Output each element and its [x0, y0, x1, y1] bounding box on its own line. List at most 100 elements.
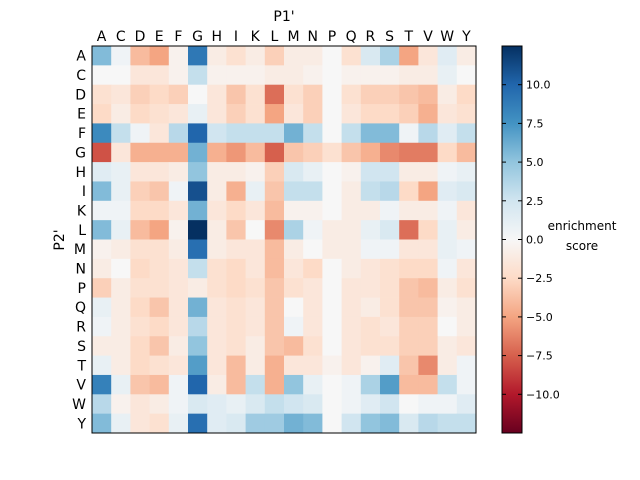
heatmap-cell-P-Q	[341, 278, 362, 298]
heatmap-cell-I-R	[360, 181, 381, 202]
colorbar-tick-label: 7.5	[526, 117, 544, 130]
heatmap-cell-K-P	[322, 200, 342, 221]
heatmap-cell-H-K	[245, 162, 266, 182]
x-tick-label: Q	[346, 29, 357, 45]
heatmap-cell-G-E	[149, 142, 170, 163]
heatmap-cell-F-T	[399, 123, 419, 144]
heatmap-cell-Q-H	[207, 297, 227, 318]
heatmap-cell-D-H	[207, 84, 227, 105]
heatmap-cell-V-K	[245, 374, 266, 395]
heatmap-cell-L-R	[360, 220, 381, 240]
heatmap-cell-F-S	[380, 123, 400, 144]
heatmap-cell-I-D	[130, 181, 150, 202]
heatmap-cell-L-H	[207, 220, 227, 240]
heatmap-cell-Q-R	[360, 297, 381, 318]
heatmap-cell-S-D	[130, 336, 150, 356]
heatmap-cell-A-A	[92, 46, 112, 66]
x-tick-label: T	[404, 29, 414, 45]
x-tick-label: H	[212, 29, 223, 45]
heatmap-cell-T-D	[130, 355, 150, 376]
heatmap-cell-F-V	[418, 123, 438, 144]
heatmap-cell-F-D	[130, 123, 150, 144]
heatmap-cell-G-L	[264, 142, 285, 163]
heatmap-cell-K-N	[303, 200, 323, 221]
heatmap-cell-K-Q	[341, 200, 362, 221]
heatmap-cell-A-R	[360, 46, 381, 66]
heatmap-cell-K-A	[92, 200, 112, 221]
heatmap-cell-L-V	[418, 220, 438, 240]
heatmap-cell-R-T	[399, 316, 419, 337]
heatmap-cell-W-E	[149, 394, 170, 415]
heatmap-cell-W-F	[168, 394, 189, 415]
heatmap-cell-F-Y	[456, 123, 477, 144]
heatmap-cell-M-A	[92, 239, 112, 260]
y-tick-label: D	[75, 87, 86, 103]
heatmap-cell-Q-L	[264, 297, 285, 318]
heatmap-cell-C-A	[92, 65, 112, 86]
heatmap-cell-E-G	[188, 104, 208, 124]
heatmap-cell-F-I	[226, 123, 246, 144]
heatmap-cell-I-E	[149, 181, 170, 202]
x-tick-label: F	[174, 29, 182, 45]
heatmap-cell-K-I	[226, 200, 246, 221]
heatmap-cell-K-R	[360, 200, 381, 221]
heatmap-cell-M-K	[245, 239, 266, 260]
heatmap-cell-H-F	[168, 162, 189, 182]
heatmap-cell-W-N	[303, 394, 323, 415]
heatmap-cell-I-N	[303, 181, 323, 202]
heatmap-cell-I-C	[111, 181, 131, 202]
heatmap-cell-I-G	[188, 181, 208, 202]
heatmap-cell-W-G	[188, 394, 208, 415]
heatmap-cell-Y-I	[226, 413, 246, 434]
heatmap-cell-H-S	[380, 162, 400, 182]
y-tick-label: E	[77, 107, 86, 123]
heatmap-cell-E-W	[437, 104, 458, 124]
heatmap-cell-Y-Q	[341, 413, 362, 434]
heatmap-cell-V-L	[264, 374, 285, 395]
heatmap-cell-I-V	[418, 181, 438, 202]
heatmap-cell-D-Y	[456, 84, 477, 105]
heatmap-cell-M-T	[399, 239, 419, 260]
heatmap-cell-K-T	[399, 200, 419, 221]
heatmap-cell-S-R	[360, 336, 381, 356]
heatmap-cell-Y-L	[264, 413, 285, 434]
heatmap-cell-Y-A	[92, 413, 112, 434]
heatmap-cell-S-S	[380, 336, 400, 356]
heatmap-cell-W-V	[418, 394, 438, 415]
heatmap-cell-M-V	[418, 239, 438, 260]
heatmap-cell-H-E	[149, 162, 170, 182]
heatmap-cell-H-P	[322, 162, 342, 182]
heatmap-cell-L-L	[264, 220, 285, 240]
heatmap-cell-A-T	[399, 46, 419, 66]
heatmap-cell-I-I	[226, 181, 246, 202]
heatmap-cell-H-L	[264, 162, 285, 182]
heatmap-cell-F-A	[92, 123, 112, 144]
x-tick-label: W	[440, 29, 454, 45]
heatmap-cell-A-N	[303, 46, 323, 66]
heatmap-cell-L-T	[399, 220, 419, 240]
heatmap-cell-Y-C	[111, 413, 131, 434]
heatmap-cell-P-N	[303, 278, 323, 298]
heatmap-cell-P-S	[380, 278, 400, 298]
heatmap-cell-W-S	[380, 394, 400, 415]
heatmap-cell-W-K	[245, 394, 266, 415]
heatmap-cell-R-Q	[341, 316, 362, 337]
heatmap-cell-T-Y	[456, 355, 477, 376]
heatmap-cell-A-Q	[341, 46, 362, 66]
heatmap-cell-H-T	[399, 162, 419, 182]
heatmap-cell-E-M	[284, 104, 304, 124]
x-tick-label: V	[423, 29, 433, 45]
heatmap-cell-C-D	[130, 65, 150, 86]
heatmap-cell-L-A	[92, 220, 112, 240]
x-tick-label: Y	[461, 29, 471, 45]
heatmap-cell-M-S	[380, 239, 400, 260]
heatmap-cell-W-L	[264, 394, 285, 415]
heatmap-cell-N-A	[92, 258, 112, 279]
heatmap-cell-P-F	[168, 278, 189, 298]
heatmap-cell-G-P	[322, 142, 342, 163]
heatmap-cell-G-N	[303, 142, 323, 163]
heatmap-cell-C-M	[284, 65, 304, 86]
heatmap-cell-Y-G	[188, 413, 208, 434]
heatmap-cell-E-Q	[341, 104, 362, 124]
heatmap-cell-C-E	[149, 65, 170, 86]
